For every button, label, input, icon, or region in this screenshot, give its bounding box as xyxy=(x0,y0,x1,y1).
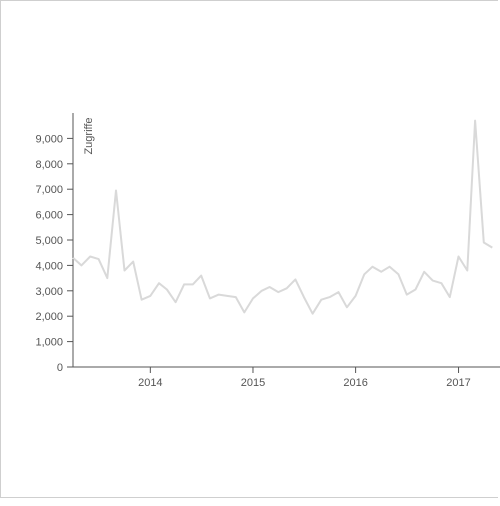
y-tick-label: 1,000 xyxy=(35,337,63,349)
y-tick-label: 4,000 xyxy=(35,260,63,272)
x-tick-label: 2016 xyxy=(343,377,367,389)
y-tick-label: 8,000 xyxy=(35,159,63,171)
x-tick-label: 2015 xyxy=(241,377,265,389)
x-tick-label: 2017 xyxy=(446,377,470,389)
y-tick-label: 0 xyxy=(57,362,63,374)
y-tick-label: 5,000 xyxy=(35,235,63,247)
y-tick-label: 9,000 xyxy=(35,133,63,145)
y-tick-label: 3,000 xyxy=(35,286,63,298)
series-line xyxy=(72,119,493,315)
y-tick-label: 6,000 xyxy=(35,210,63,222)
y-axis-label: Zugriffe xyxy=(83,117,95,154)
y-tick-label: 2,000 xyxy=(35,311,63,323)
y-tick-label: 7,000 xyxy=(35,184,63,196)
x-tick-label: 2014 xyxy=(138,377,162,389)
